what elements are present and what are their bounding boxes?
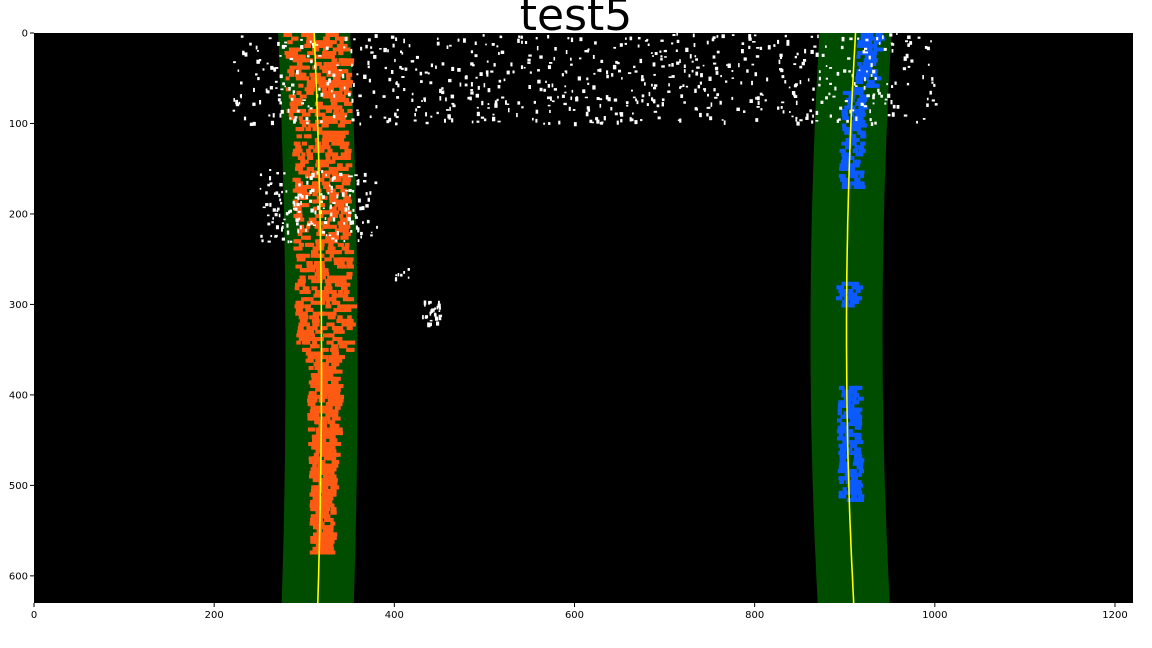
y-axis: 0 100 200 300 400 500 600 (9, 29, 34, 582)
x-tick-label: 1200 (1102, 610, 1127, 621)
x-tick-label: 0 (31, 610, 37, 621)
y-tick-label: 600 (9, 571, 28, 582)
x-tick-label: 1000 (922, 610, 947, 621)
right-fit-line (845, 32, 857, 604)
y-tick-label: 500 (9, 481, 28, 492)
x-tick-label: 800 (745, 610, 764, 621)
right-lane-pixels (835, 33, 885, 502)
y-tick-label: 100 (9, 119, 28, 130)
y-tick-label: 200 (9, 209, 28, 220)
edge-pixels (232, 33, 938, 328)
x-tick-label: 400 (385, 610, 404, 621)
lane-image (232, 32, 938, 604)
right-lane-window (810, 33, 892, 603)
x-tick-label: 600 (565, 610, 584, 621)
y-tick-label: 0 (22, 29, 28, 40)
y-tick-label: 300 (9, 300, 28, 311)
image-frame (34, 33, 1133, 603)
x-tick-label: 200 (205, 610, 224, 621)
left-fit-line (313, 32, 323, 604)
x-axis: 0 200 400 600 800 1000 1200 (31, 603, 1128, 621)
y-tick-label: 400 (9, 390, 28, 401)
